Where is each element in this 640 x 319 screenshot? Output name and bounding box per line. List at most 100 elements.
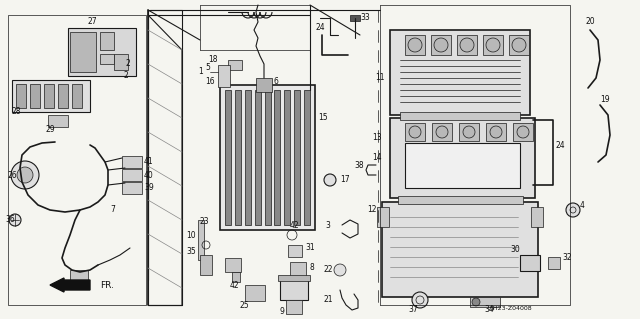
Bar (200, 255, 212, 275)
Bar (304, 90, 310, 225)
Text: 24: 24 (316, 24, 326, 33)
Text: 12: 12 (367, 205, 376, 214)
Bar (12, 80, 90, 112)
Bar (70, 32, 96, 72)
Circle shape (472, 298, 480, 306)
Bar (255, 90, 260, 225)
Bar (114, 54, 128, 70)
Bar (225, 90, 231, 225)
Bar (288, 245, 302, 257)
Bar (405, 35, 425, 55)
Bar (264, 90, 271, 225)
Text: 42: 42 (230, 280, 239, 290)
Bar (72, 84, 82, 108)
Text: 7: 7 (110, 205, 115, 214)
Text: 23: 23 (200, 218, 210, 226)
Bar (58, 84, 68, 108)
Text: 32: 32 (562, 253, 572, 262)
Text: 8: 8 (309, 263, 314, 272)
Bar (218, 65, 230, 87)
Bar (483, 35, 503, 55)
Text: 13: 13 (372, 133, 381, 143)
Bar (513, 123, 533, 141)
Text: 37: 37 (408, 306, 418, 315)
Text: 40: 40 (144, 170, 154, 180)
Circle shape (566, 203, 580, 217)
Bar (486, 123, 506, 141)
Text: 3: 3 (325, 221, 330, 231)
Bar (48, 115, 68, 127)
Text: 31: 31 (305, 243, 315, 253)
Bar (220, 85, 315, 230)
Text: 28: 28 (12, 108, 22, 116)
Circle shape (436, 126, 448, 138)
Bar (470, 297, 500, 307)
Circle shape (463, 126, 475, 138)
Text: 25: 25 (240, 301, 250, 310)
Circle shape (434, 38, 448, 52)
Text: 2: 2 (123, 71, 128, 80)
Text: 39: 39 (144, 183, 154, 192)
Bar (509, 35, 529, 55)
Text: 22: 22 (323, 265, 333, 275)
Circle shape (460, 38, 474, 52)
Text: 21: 21 (323, 295, 333, 305)
Text: 9: 9 (280, 308, 285, 316)
Bar (284, 90, 291, 225)
Text: FR.: FR. (100, 280, 114, 290)
Bar (280, 278, 308, 300)
Text: 17: 17 (340, 175, 349, 184)
Text: SH23-Z04008: SH23-Z04008 (490, 306, 532, 310)
Text: 24: 24 (556, 140, 566, 150)
Circle shape (324, 174, 336, 186)
Text: 41: 41 (144, 158, 154, 167)
Bar (405, 143, 520, 188)
Text: 16: 16 (205, 78, 214, 86)
Bar (122, 156, 142, 168)
Text: 6: 6 (274, 78, 279, 86)
Bar (294, 90, 300, 225)
Bar (459, 123, 479, 141)
Circle shape (409, 126, 421, 138)
Bar (244, 90, 251, 225)
Bar (245, 285, 265, 301)
Bar (225, 258, 241, 272)
Bar (278, 275, 310, 281)
Bar (30, 84, 40, 108)
Bar (377, 207, 389, 227)
Bar (400, 112, 520, 120)
Text: 18: 18 (208, 56, 218, 64)
Bar (350, 15, 360, 21)
Text: 11: 11 (375, 73, 385, 83)
Circle shape (486, 38, 500, 52)
Bar (275, 90, 280, 225)
Text: 1: 1 (198, 68, 203, 77)
Bar (382, 202, 538, 297)
Bar (232, 272, 240, 282)
Text: 5: 5 (205, 63, 210, 72)
Bar (531, 207, 543, 227)
Bar (8, 15, 146, 305)
Bar (457, 35, 477, 55)
Circle shape (408, 38, 422, 52)
Circle shape (512, 38, 526, 52)
Circle shape (412, 292, 428, 308)
Text: 33: 33 (360, 13, 370, 23)
Bar (122, 169, 142, 181)
Bar (520, 255, 540, 271)
Bar (256, 78, 272, 92)
Text: 30: 30 (510, 246, 520, 255)
Bar (286, 300, 302, 314)
Circle shape (334, 264, 346, 276)
Text: 25: 25 (64, 284, 74, 293)
Bar (228, 60, 242, 70)
Bar (44, 84, 54, 108)
Bar (235, 90, 241, 225)
Bar (100, 32, 114, 50)
Bar (100, 54, 114, 64)
Text: 35: 35 (186, 248, 196, 256)
Circle shape (11, 161, 39, 189)
Text: 20: 20 (585, 18, 595, 26)
Text: 15: 15 (318, 114, 328, 122)
Bar (122, 182, 142, 194)
